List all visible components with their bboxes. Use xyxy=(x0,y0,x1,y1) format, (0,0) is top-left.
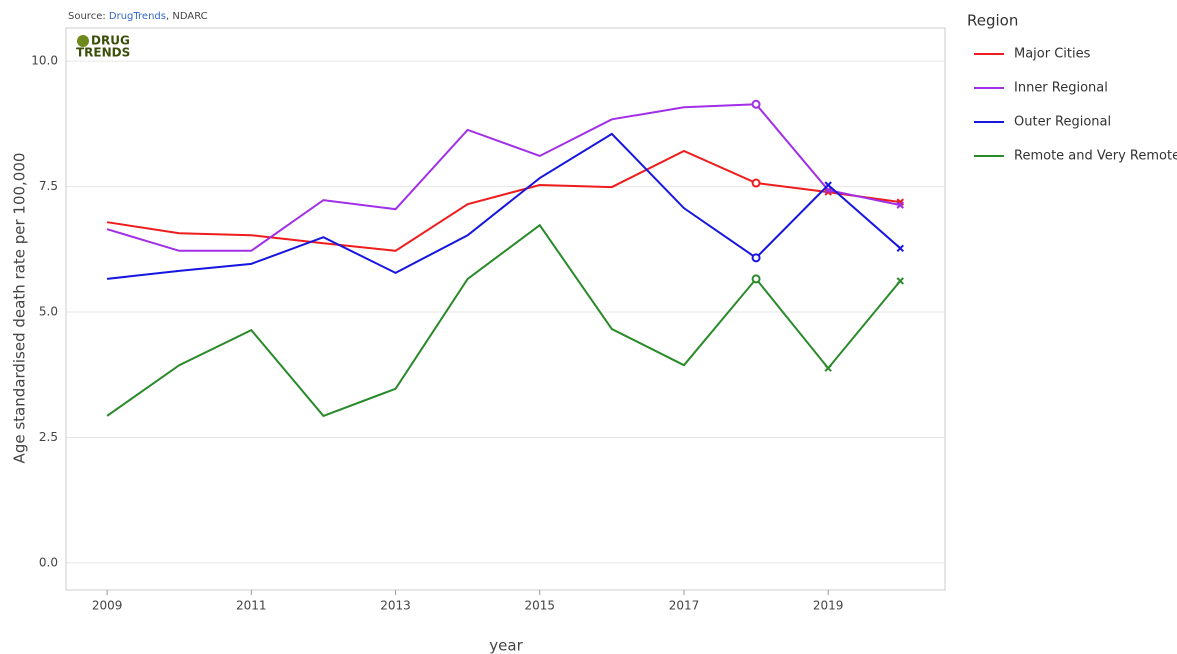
point-marker xyxy=(896,201,905,209)
point-marker xyxy=(824,181,832,189)
series-line xyxy=(106,149,901,252)
legend-label: Remote and Very Remote xyxy=(1014,149,1177,164)
y-tick-label: 7.5 xyxy=(39,179,58,193)
point-marker xyxy=(751,99,761,109)
plot-border xyxy=(65,27,946,591)
x-tick-label: 2017 xyxy=(669,599,700,613)
x-tick-label: 2015 xyxy=(524,599,555,613)
series-line xyxy=(106,223,902,418)
point-marker xyxy=(824,364,832,372)
point-marker xyxy=(751,274,761,284)
point-marker xyxy=(751,178,761,188)
legend-label: Inner Regional xyxy=(1014,81,1108,96)
source-text: , NDARC xyxy=(166,11,208,22)
point-marker xyxy=(896,244,905,252)
x-tick-label: 2019 xyxy=(813,599,844,613)
point-marker xyxy=(751,253,761,263)
x-tick-label: 2013 xyxy=(380,599,411,613)
legend-label: Major Cities xyxy=(1014,47,1091,62)
legend-label: Outer Regional xyxy=(1014,115,1111,130)
y-tick-label: 10.0 xyxy=(31,54,58,68)
series-line xyxy=(106,132,901,280)
y-axis-label: Age standardised death rate per 100,000 xyxy=(11,153,29,464)
source: Source: DrugTrends, NDARC xyxy=(68,11,208,22)
y-tick-label: 2.5 xyxy=(39,430,58,444)
legend-title: Region xyxy=(967,12,1018,30)
x-tick-label: 2009 xyxy=(92,599,123,613)
series-line xyxy=(106,103,901,252)
source-text: Source: xyxy=(68,11,109,22)
point-marker xyxy=(896,277,905,285)
x-tick-label: 2011 xyxy=(236,599,267,613)
logo-text: DRUG xyxy=(91,34,130,48)
logo-text: TRENDS xyxy=(76,46,130,60)
y-tick-label: 0.0 xyxy=(39,555,58,569)
x-axis-label: year xyxy=(489,637,523,654)
y-tick-label: 5.0 xyxy=(39,305,58,319)
logo-icon xyxy=(77,35,89,47)
source-link[interactable]: DrugTrends xyxy=(109,11,166,22)
